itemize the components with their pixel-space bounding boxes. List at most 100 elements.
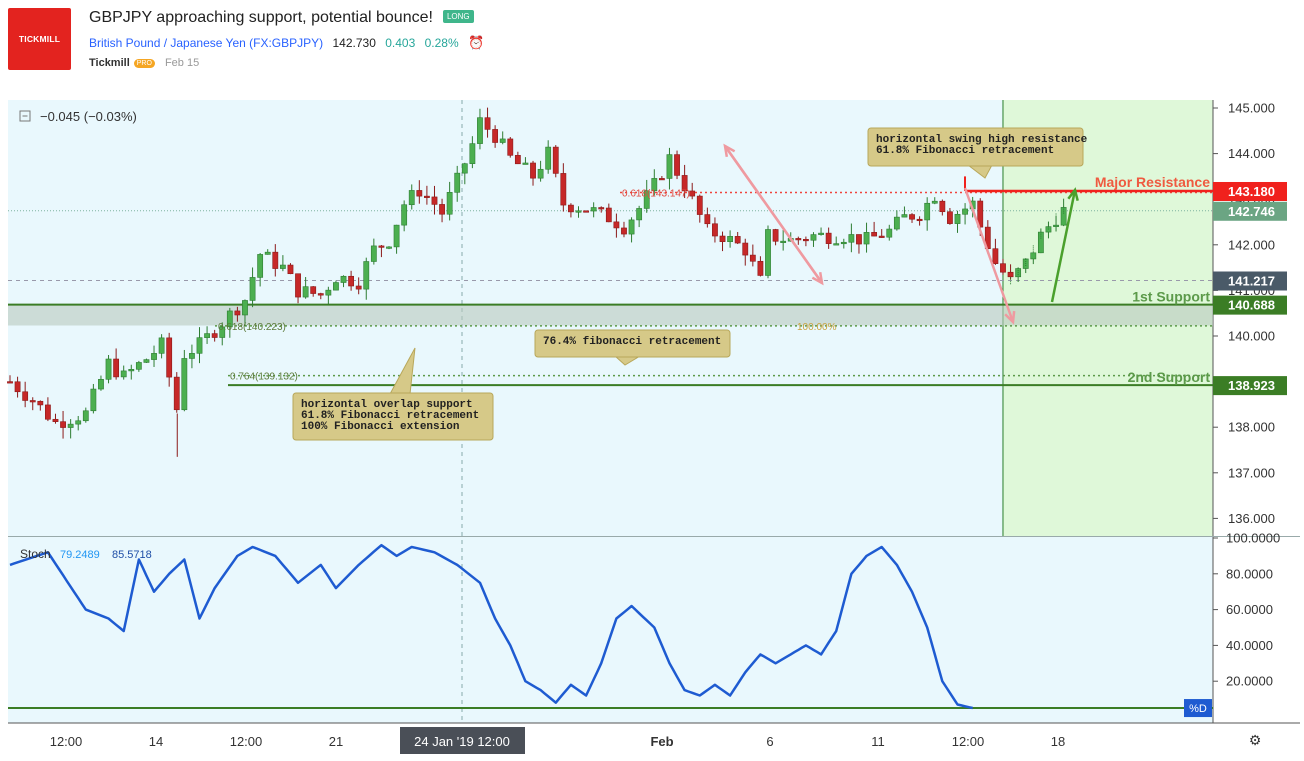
candle: [947, 207, 953, 225]
candle: [135, 360, 142, 372]
support-callout-line: horizontal overlap support: [301, 399, 473, 411]
tickmill-logo[interactable]: TICKMILL: [8, 8, 71, 70]
candle: [833, 236, 840, 246]
price-badge-text: 142.746: [1228, 204, 1275, 219]
stoch-tick-label: 60.0000: [1226, 602, 1273, 617]
price-tick-label: 137.000: [1228, 465, 1275, 480]
candle-body: [423, 195, 430, 198]
candle: [7, 375, 13, 384]
collapse-icon[interactable]: [19, 110, 31, 122]
price-tick-label: 140.000: [1228, 329, 1275, 344]
candle-body: [689, 190, 696, 197]
price-badge-text: 140.688: [1228, 298, 1275, 313]
candle-body: [393, 224, 400, 248]
candle: [514, 151, 521, 165]
candle: [757, 256, 764, 277]
publish-date: Feb 15: [164, 57, 200, 69]
legend-value: −0.045 (−0.03%): [40, 109, 137, 124]
fib764-callout: 76.4% fibonacci retracement: [534, 329, 731, 366]
candle-body: [757, 260, 764, 276]
candle: [871, 221, 878, 237]
candle-body: [772, 229, 779, 242]
candle: [901, 206, 908, 218]
candle-body: [696, 195, 703, 215]
price-tick-label: 142.000: [1228, 237, 1275, 252]
candle-body: [173, 376, 180, 411]
candle: [893, 210, 900, 231]
price-badge-text: 138.923: [1228, 378, 1275, 393]
candle-body: [658, 178, 665, 181]
candle-body: [962, 208, 968, 215]
candle: [780, 230, 787, 251]
candle-body: [666, 154, 673, 179]
candle-body: [477, 117, 483, 144]
candle-body: [7, 381, 13, 384]
candle: [643, 179, 650, 213]
candle-body: [848, 234, 855, 243]
fib-618-upper-label: 0.618(143.147): [622, 188, 690, 199]
candle: [530, 160, 536, 186]
candle: [696, 194, 703, 223]
time-tick-label: Feb: [650, 734, 673, 749]
candle-body: [651, 178, 658, 192]
candle: [370, 238, 377, 265]
ext-100-label: 100.00%: [797, 322, 837, 333]
candle-body: [370, 245, 377, 262]
candle: [909, 213, 915, 223]
candle-body: [60, 421, 66, 428]
time-tick-label: 14: [149, 734, 163, 749]
candle: [416, 180, 423, 204]
candle-body: [1053, 224, 1059, 227]
fib764-callout-box: [534, 329, 731, 358]
stoch-d-line: [9, 543, 973, 710]
price-badge-bg: [1213, 271, 1287, 291]
candle-body: [310, 286, 317, 294]
candle: [802, 236, 809, 247]
candle: [173, 372, 180, 413]
gear-icon[interactable]: ⚙: [1249, 733, 1262, 749]
candle-body: [909, 214, 915, 220]
candle: [507, 137, 514, 158]
candle: [37, 400, 44, 411]
candle-body: [507, 138, 514, 156]
candle: [60, 410, 66, 439]
candle-body: [719, 235, 726, 242]
candle-body: [674, 154, 680, 176]
alarm-icon[interactable]: ⏰: [467, 35, 485, 50]
down-arrow-2-head: [1004, 310, 1016, 325]
candle: [658, 176, 665, 181]
symbol-code[interactable]: (FX:GBPJPY): [249, 36, 324, 50]
candle: [605, 203, 612, 223]
candle: [340, 275, 347, 288]
author-name[interactable]: Tickmill: [89, 57, 130, 69]
stoch-tick-label: 40.0000: [1226, 638, 1273, 653]
candle: [317, 292, 324, 300]
candle: [954, 210, 961, 233]
candle-body: [287, 264, 294, 275]
time-tick-label: 11: [871, 734, 885, 749]
stoch-tick-label: 20.0000: [1226, 674, 1273, 689]
candle: [355, 277, 362, 295]
candle: [856, 234, 862, 254]
symbol-link[interactable]: British Pound / Japanese Yen: [89, 36, 246, 50]
candle: [689, 182, 696, 200]
candle-body: [408, 190, 415, 206]
up-arrow: [1050, 187, 1079, 303]
candle: [492, 125, 499, 148]
candle: [621, 221, 627, 238]
stoch-pane-bg: [8, 537, 1213, 723]
stoch-d-badge: %D: [1184, 699, 1212, 718]
candle: [651, 169, 658, 196]
candle-body: [931, 200, 938, 204]
candle: [848, 223, 855, 253]
time-tick-label: 21: [329, 734, 343, 749]
candle-body: [947, 211, 953, 224]
candle: [22, 381, 29, 408]
candle: [742, 238, 749, 266]
candle-body: [833, 243, 840, 246]
candle: [552, 145, 559, 178]
down-arrow-1-back-shaft: [723, 145, 824, 284]
candle: [82, 407, 89, 423]
candle-body: [234, 310, 241, 316]
